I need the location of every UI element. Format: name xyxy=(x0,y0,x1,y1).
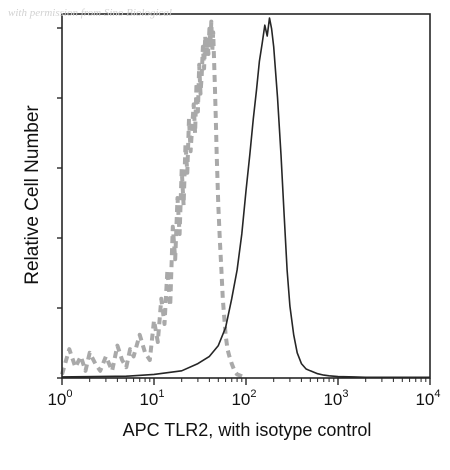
x-tick-exponent: 2 xyxy=(250,388,256,400)
y-axis-label: Relative Cell Number xyxy=(22,105,43,285)
ticks-layer: 100 101 102 103 104 xyxy=(47,27,441,409)
isotype-control-curve xyxy=(60,19,247,380)
x-tick-exponent: 4 xyxy=(434,388,440,400)
x-tick-label: 103 xyxy=(323,388,348,409)
x-axis-label: APC TLR2, with isotype control xyxy=(123,420,372,440)
x-tick-label: 102 xyxy=(231,388,256,409)
x-tick-label: 100 xyxy=(47,388,72,409)
x-tick-label: 101 xyxy=(139,388,164,409)
x-tick-exponent: 3 xyxy=(342,388,348,400)
x-tick-exponent: 1 xyxy=(158,388,164,400)
watermark: with permission from Sino Biological xyxy=(8,7,172,19)
tlr2-curve xyxy=(61,17,430,379)
series-layer xyxy=(60,17,430,380)
x-tick-label: 104 xyxy=(415,388,440,409)
x-tick-exponent: 0 xyxy=(66,388,72,400)
